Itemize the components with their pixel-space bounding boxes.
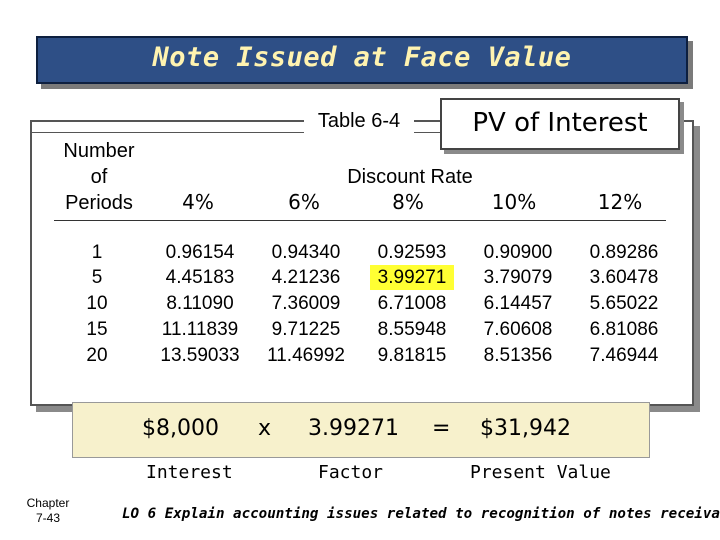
table-cell: 0.90900 bbox=[483, 242, 553, 263]
rate-header-6: 6% bbox=[288, 190, 320, 214]
learning-objective: LO 6 Explain accounting issues related t… bbox=[122, 506, 720, 522]
table-cell: 4.45183 bbox=[165, 267, 235, 288]
table-cell: 3.79079 bbox=[483, 267, 553, 288]
table-cell: 8.11090 bbox=[166, 293, 234, 314]
table-cell: 11.46992 bbox=[267, 345, 345, 366]
table-cell: 8.51356 bbox=[483, 345, 553, 366]
period-cell: 1 bbox=[91, 242, 103, 263]
table-cell: 0.96154 bbox=[165, 242, 235, 263]
pv-label-box: PV of Interest bbox=[440, 98, 680, 150]
table-cell: 13.59033 bbox=[160, 345, 240, 366]
formula-result-label: Present Value bbox=[470, 462, 611, 483]
table-cell: 8.55948 bbox=[377, 319, 447, 340]
chapter-label: Chapter 7-43 bbox=[22, 496, 74, 526]
periods-header-line1: Number bbox=[63, 140, 135, 162]
table-cell: 6.71008 bbox=[377, 293, 447, 314]
table-cell: 0.92593 bbox=[377, 242, 447, 263]
chapter-line1: Chapter bbox=[26, 496, 70, 510]
table-cell: 6.81086 bbox=[589, 319, 659, 340]
formula-equals: = bbox=[432, 416, 451, 441]
table-cell: 0.94340 bbox=[271, 242, 341, 263]
rate-header-10: 10% bbox=[491, 190, 537, 214]
table-cell: 7.60608 bbox=[483, 319, 553, 340]
discount-rate-header: Discount Rate bbox=[347, 166, 473, 188]
highlighted-cell: 3.99271 bbox=[370, 265, 454, 290]
pv-table-box bbox=[30, 120, 694, 406]
table-cell: 9.81815 bbox=[377, 345, 447, 366]
header-divider bbox=[54, 220, 666, 221]
periods-header-line3: Periods bbox=[65, 192, 133, 214]
title-bar: Note Issued at Face Value bbox=[36, 36, 688, 84]
formula-times: x bbox=[258, 416, 272, 441]
table-cell: 6.14457 bbox=[483, 293, 553, 314]
table-caption: Table 6-4 bbox=[304, 110, 414, 133]
rate-header-4: 4% bbox=[182, 190, 214, 214]
rate-header-12: 12% bbox=[597, 190, 643, 214]
table-cell: 5.65022 bbox=[589, 293, 659, 314]
caption-line-left bbox=[32, 132, 304, 133]
formula-amount: $8,000 bbox=[142, 416, 219, 441]
period-cell: 10 bbox=[86, 293, 108, 314]
rate-header-8: 8% bbox=[392, 190, 424, 214]
pv-label: PV of Interest bbox=[472, 108, 648, 138]
period-cell: 15 bbox=[86, 319, 108, 340]
periods-header-line2: of bbox=[90, 166, 108, 188]
caption-line-right bbox=[414, 132, 440, 133]
formula-box bbox=[72, 402, 650, 458]
table-cell: 4.21236 bbox=[271, 267, 341, 288]
formula-factor-label: Factor bbox=[318, 462, 384, 483]
period-cell: 20 bbox=[86, 345, 108, 366]
table-cell: 0.89286 bbox=[589, 242, 659, 263]
formula-factor: 3.99271 bbox=[308, 416, 399, 441]
page-title: Note Issued at Face Value bbox=[152, 42, 572, 73]
formula-amount-label: Interest bbox=[146, 462, 233, 483]
table-cell: 7.36009 bbox=[271, 293, 341, 314]
chapter-line2: 7-43 bbox=[35, 511, 61, 525]
table-cell: 9.71225 bbox=[271, 319, 341, 340]
table-cell: 7.46944 bbox=[589, 345, 659, 366]
period-cell: 5 bbox=[91, 267, 103, 288]
table-cell: 3.60478 bbox=[589, 267, 659, 288]
formula-result: $31,942 bbox=[480, 416, 571, 441]
table-cell: 11.11839 bbox=[161, 319, 239, 340]
